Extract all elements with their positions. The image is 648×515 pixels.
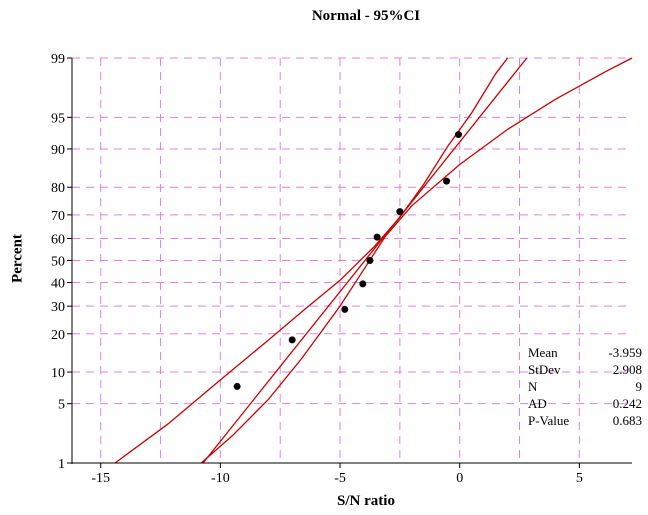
y-tick-label: 30 xyxy=(51,300,65,315)
y-tick-label: 90 xyxy=(51,143,65,158)
stat-label: N xyxy=(528,379,538,394)
y-tick-label: 40 xyxy=(51,277,65,292)
stat-value: 9 xyxy=(635,379,643,394)
x-tick-label: -5 xyxy=(334,471,346,486)
y-axis-label: Percent xyxy=(9,234,26,283)
stat-label: P-Value xyxy=(528,413,570,428)
x-axis-label: S/N ratio xyxy=(337,493,395,509)
data-point xyxy=(443,177,451,185)
axes xyxy=(67,57,632,468)
stat-label: StDev xyxy=(528,362,561,377)
grid xyxy=(72,57,632,464)
x-tick-label: 5 xyxy=(576,471,583,486)
x-tick-label: -15 xyxy=(91,471,110,486)
y-tick-label: 20 xyxy=(51,328,65,343)
stat-label: Mean xyxy=(528,345,558,360)
stat-row-ad: AD 0.242 xyxy=(522,396,642,413)
stat-value: 0.242 xyxy=(612,396,642,411)
ci-bands xyxy=(114,57,633,464)
data-point xyxy=(366,257,374,264)
y-tick-label: 80 xyxy=(51,181,65,196)
chart-title: Normal - 95%CI xyxy=(311,8,421,24)
stat-value: -3.959 xyxy=(608,345,642,360)
data-points xyxy=(233,131,462,390)
data-point xyxy=(454,131,462,139)
stat-row-mean: Mean -3.959 xyxy=(522,345,642,362)
y-tick-label: 10 xyxy=(51,366,65,381)
stat-row-pvalue: P-Value 0.683 xyxy=(522,413,642,430)
x-tick-label: -10 xyxy=(211,471,230,486)
data-point xyxy=(341,305,349,313)
y-tick-label: 95 xyxy=(51,111,65,126)
stat-label: AD xyxy=(528,396,547,411)
stat-value: 0.683 xyxy=(612,413,642,428)
fit-line-group xyxy=(202,57,528,464)
y-tick-label: 5 xyxy=(58,398,65,413)
data-point xyxy=(373,233,381,241)
data-point xyxy=(396,208,404,216)
ci-band-upper xyxy=(114,57,509,464)
y-tick-label: 1 xyxy=(58,457,65,472)
fit-line xyxy=(202,57,528,464)
y-tick-label: 70 xyxy=(51,209,65,224)
ci-band-lower xyxy=(200,57,633,464)
y-tick-label: 99 xyxy=(51,52,65,67)
stat-row-stdev: StDev 2.908 xyxy=(522,362,642,379)
tick-labels: -15 -10 -5 0 5 1 5 10 20 30 40 50 60 70 80 90 95 99 xyxy=(51,52,583,486)
x-tick-label: 0 xyxy=(456,471,463,486)
data-point xyxy=(233,382,241,390)
y-tick-label: 50 xyxy=(51,255,65,270)
data-point xyxy=(359,280,367,288)
stat-value: 2.908 xyxy=(612,362,642,377)
data-point xyxy=(288,336,296,344)
y-tick-label: 60 xyxy=(51,232,65,247)
